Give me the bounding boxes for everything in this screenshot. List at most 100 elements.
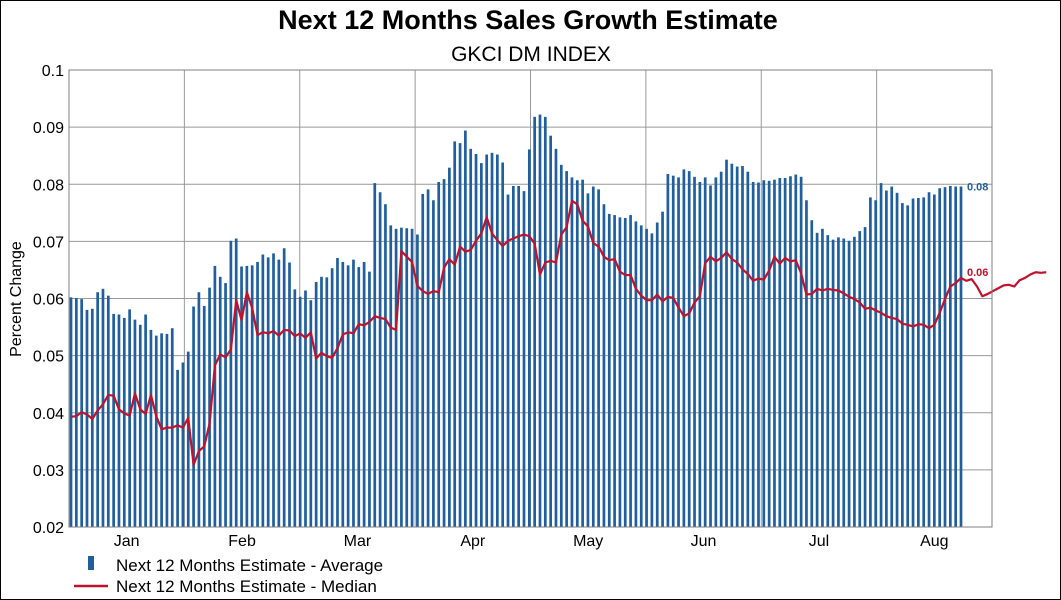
chart-title: Next 12 Months Sales Growth Estimate xyxy=(278,5,778,35)
bar xyxy=(405,228,409,528)
bar xyxy=(298,296,302,527)
bar xyxy=(357,267,361,527)
bar xyxy=(885,190,888,527)
chart-subtitle: GKCI DM INDEX xyxy=(451,43,611,66)
bar xyxy=(144,314,147,527)
bar xyxy=(341,261,345,527)
bar xyxy=(240,266,243,527)
bar xyxy=(954,186,958,528)
bar xyxy=(256,261,259,527)
bar xyxy=(917,197,920,527)
x-tick-label: May xyxy=(573,533,603,550)
bar xyxy=(666,173,670,527)
bar xyxy=(778,177,782,527)
bar xyxy=(735,166,739,528)
bar xyxy=(224,283,227,527)
bar xyxy=(863,227,867,527)
bar xyxy=(623,217,627,527)
bar xyxy=(895,192,899,527)
bar xyxy=(927,192,931,527)
bar xyxy=(597,189,600,527)
bar xyxy=(575,180,579,527)
bar xyxy=(639,225,643,527)
bar xyxy=(650,233,654,527)
bar xyxy=(762,180,766,527)
legend-label-average: Next 12 Months Estimate - Average xyxy=(116,556,383,575)
bar xyxy=(607,213,611,527)
bar xyxy=(149,329,153,527)
bar xyxy=(320,276,323,527)
y-tick-label: 0.03 xyxy=(33,463,64,480)
bar xyxy=(661,211,664,528)
bar xyxy=(879,183,883,528)
bar xyxy=(901,203,904,527)
bar xyxy=(586,193,590,527)
bar xyxy=(789,176,792,527)
bar xyxy=(517,185,521,527)
bar xyxy=(698,181,702,527)
bar xyxy=(490,152,494,527)
legend-item-average: Next 12 Months Estimate - Average xyxy=(88,556,383,575)
bar xyxy=(714,177,718,527)
bar xyxy=(687,171,691,528)
bar xyxy=(805,200,808,527)
bar xyxy=(373,183,377,528)
bar xyxy=(837,237,840,527)
bar xyxy=(266,257,270,527)
bar xyxy=(442,179,446,528)
bar xyxy=(629,215,632,527)
bar xyxy=(106,295,110,527)
bar xyxy=(703,177,707,527)
bar xyxy=(751,181,755,527)
bar xyxy=(501,162,505,528)
bar xyxy=(511,185,515,527)
x-tick-label: Feb xyxy=(228,533,256,550)
bar xyxy=(69,297,73,527)
bar xyxy=(112,313,115,527)
bar xyxy=(741,165,744,527)
bar xyxy=(202,305,206,527)
bar xyxy=(133,319,137,527)
bar xyxy=(602,204,606,528)
bar xyxy=(890,186,894,528)
bar xyxy=(138,324,142,527)
bar xyxy=(288,262,291,527)
bar xyxy=(362,261,366,527)
bar xyxy=(314,281,318,527)
bar xyxy=(943,187,947,528)
y-axis-label: Percent Change xyxy=(8,241,25,357)
bar xyxy=(853,236,856,527)
bar xyxy=(543,116,547,527)
bar xyxy=(426,189,430,527)
bar xyxy=(197,292,201,527)
bar xyxy=(165,333,169,527)
bar xyxy=(725,159,728,527)
bar xyxy=(767,180,771,527)
bar xyxy=(869,197,872,527)
y-tick-label: 0.05 xyxy=(33,349,64,366)
bar xyxy=(810,220,814,528)
average-bars xyxy=(69,114,963,528)
bar xyxy=(581,179,584,527)
bar xyxy=(794,174,798,528)
bar xyxy=(469,148,473,527)
bar xyxy=(730,163,734,527)
bar xyxy=(655,222,659,527)
bar xyxy=(186,351,190,527)
x-tick-label: Mar xyxy=(344,533,372,550)
bar xyxy=(613,215,616,527)
bar xyxy=(389,225,393,527)
bar xyxy=(906,205,910,527)
bar xyxy=(282,248,286,528)
bar xyxy=(346,265,350,527)
bar xyxy=(559,164,563,527)
average-end-label: 0.08 xyxy=(967,182,988,194)
bar xyxy=(842,238,846,527)
bar xyxy=(218,276,222,527)
bar xyxy=(538,114,542,527)
bar xyxy=(671,175,675,527)
median-line-group xyxy=(70,199,1047,466)
y-tick-label: 0.06 xyxy=(33,292,64,309)
bar xyxy=(591,186,595,528)
